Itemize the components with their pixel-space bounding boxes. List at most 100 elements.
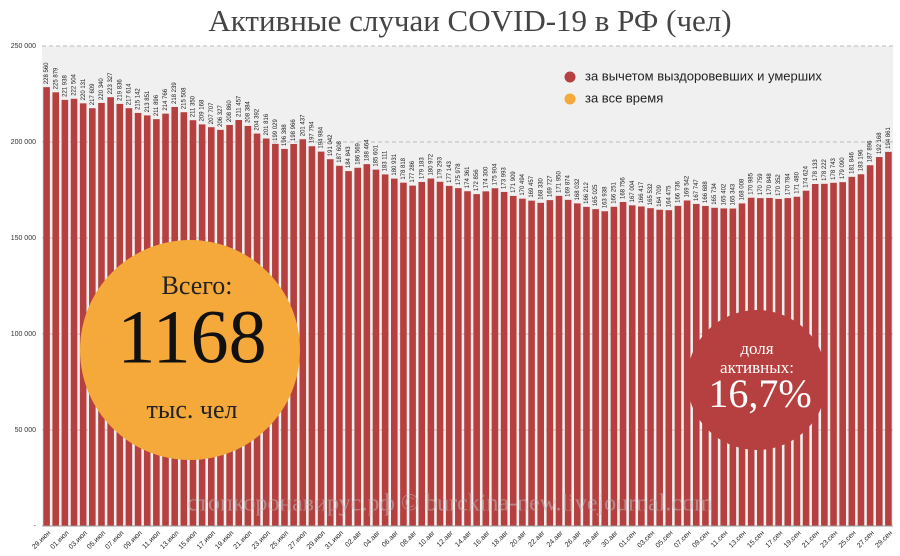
value-label: 167 747 — [694, 179, 700, 201]
bar — [857, 174, 865, 527]
bar — [528, 200, 535, 526]
value-label: 206 327 — [218, 105, 224, 127]
bar — [821, 183, 828, 526]
x-tick-label: 19.сен — [783, 530, 803, 550]
value-label: 166 417 — [639, 181, 645, 203]
x-tick-label: 18.авг — [491, 529, 510, 548]
value-label: 171 480 — [794, 171, 800, 193]
x-tick-label: 21.сен — [801, 530, 821, 550]
x-tick-label: 28.авг — [582, 529, 601, 548]
x-tick-label: 02.авг — [344, 529, 363, 548]
bar — [583, 206, 590, 526]
x-tick-label: 29.июн — [31, 530, 52, 551]
value-label: 221 938 — [62, 75, 68, 97]
bar — [400, 182, 407, 526]
value-label: 228 560 — [44, 62, 50, 84]
bar — [409, 185, 416, 526]
value-label: 194 861 — [886, 127, 892, 149]
value-label: 170 848 — [767, 173, 773, 195]
value-label: 211 896 — [154, 94, 160, 116]
x-tick-label: 14.авг — [454, 529, 473, 548]
value-label: 191 042 — [328, 134, 334, 156]
chart-title: Активные случаи COVID-19 в РФ (чел) — [208, 3, 731, 38]
value-label: 166 688 — [703, 181, 709, 203]
value-label: 214 766 — [163, 88, 169, 110]
value-label: 177 143 — [447, 161, 453, 183]
value-label: 164 709 — [657, 184, 663, 206]
value-label: 168 032 — [575, 178, 581, 200]
total-unit: тыс. чел — [147, 395, 238, 424]
value-label: 187 608 — [337, 140, 343, 162]
value-label: 177 286 — [410, 160, 416, 182]
bar — [610, 206, 618, 526]
x-tick-label: 15.сен — [746, 530, 766, 550]
value-label: 194 984 — [319, 126, 325, 148]
value-label: 170 784 — [785, 173, 791, 195]
value-label: 166 736 — [676, 181, 682, 203]
bar — [391, 178, 398, 526]
bar — [564, 199, 572, 526]
bar — [317, 151, 325, 526]
value-label: 169 727 — [547, 175, 553, 197]
value-label: 218 239 — [172, 82, 178, 104]
value-label: 174 361 — [465, 166, 471, 188]
bar — [473, 194, 480, 526]
value-label: 217 609 — [90, 83, 96, 105]
value-label: 179 293 — [438, 156, 444, 178]
share-circle — [687, 310, 827, 450]
value-label: 183 111 — [383, 150, 389, 171]
value-label: 170 985 — [749, 172, 755, 194]
share-value: 16,7% — [708, 371, 811, 416]
x-tick-label: 24.авг — [546, 529, 565, 548]
value-label: 219 836 — [117, 79, 123, 101]
x-tick-label: 17.июл — [196, 530, 217, 551]
legend: за вычетом выздоровевших и умерших за все… — [564, 68, 822, 105]
bar — [866, 165, 874, 526]
x-tick-label: 23.сен — [819, 530, 839, 550]
bar — [491, 188, 499, 526]
x-tick-label: 01.июл — [50, 530, 71, 551]
value-label: 173 993 — [502, 167, 508, 189]
total-label: Всего: — [162, 271, 233, 300]
bar — [555, 195, 563, 526]
x-tick-label: 08.авг — [399, 529, 418, 548]
x-tick-label: 07.июл — [104, 530, 125, 551]
bar — [445, 185, 453, 526]
value-label: 211 457 — [236, 95, 242, 117]
total-value: 1168 — [117, 295, 266, 379]
value-label: 184 843 — [346, 146, 352, 168]
x-tick-label: 23.июл — [251, 530, 272, 551]
y-tick-label: 250 000 — [11, 43, 36, 50]
y-tick-label: 100 000 — [11, 331, 36, 338]
bar — [464, 191, 471, 527]
x-tick-label: 21.июл — [233, 530, 254, 551]
value-label: 180 931 — [392, 153, 398, 175]
value-label: 208 384 — [245, 101, 251, 123]
value-label: 178 818 — [401, 157, 407, 179]
value-label: 165 025 — [593, 184, 599, 206]
y-tick-label: 50 000 — [15, 427, 37, 434]
value-label: 225 879 — [53, 67, 59, 89]
x-tick-label: 10.авг — [418, 529, 437, 548]
bar — [345, 171, 352, 526]
bar — [308, 146, 316, 526]
x-tick-label: 01.сен — [618, 530, 638, 550]
bar — [601, 211, 609, 526]
bar — [574, 203, 581, 527]
value-label: 169 457 — [529, 175, 535, 197]
bar — [52, 92, 60, 526]
value-label: 209 168 — [200, 99, 206, 121]
bar — [656, 209, 663, 526]
value-label: 170 759 — [758, 173, 764, 195]
bar — [427, 178, 435, 526]
x-tick-label: 29.июл — [306, 530, 327, 551]
value-label: 168 756 — [621, 177, 627, 199]
value-label: 181 846 — [849, 152, 855, 174]
value-label: 215 142 — [136, 88, 142, 110]
value-label: 213 851 — [145, 90, 151, 112]
y-tick-label: 200 000 — [11, 139, 36, 146]
x-tick-label: 30.авг — [601, 529, 620, 548]
value-label: 175 978 — [456, 163, 462, 185]
value-label: 174 624 — [804, 165, 810, 187]
x-tick-label: 13.июл — [159, 530, 180, 551]
